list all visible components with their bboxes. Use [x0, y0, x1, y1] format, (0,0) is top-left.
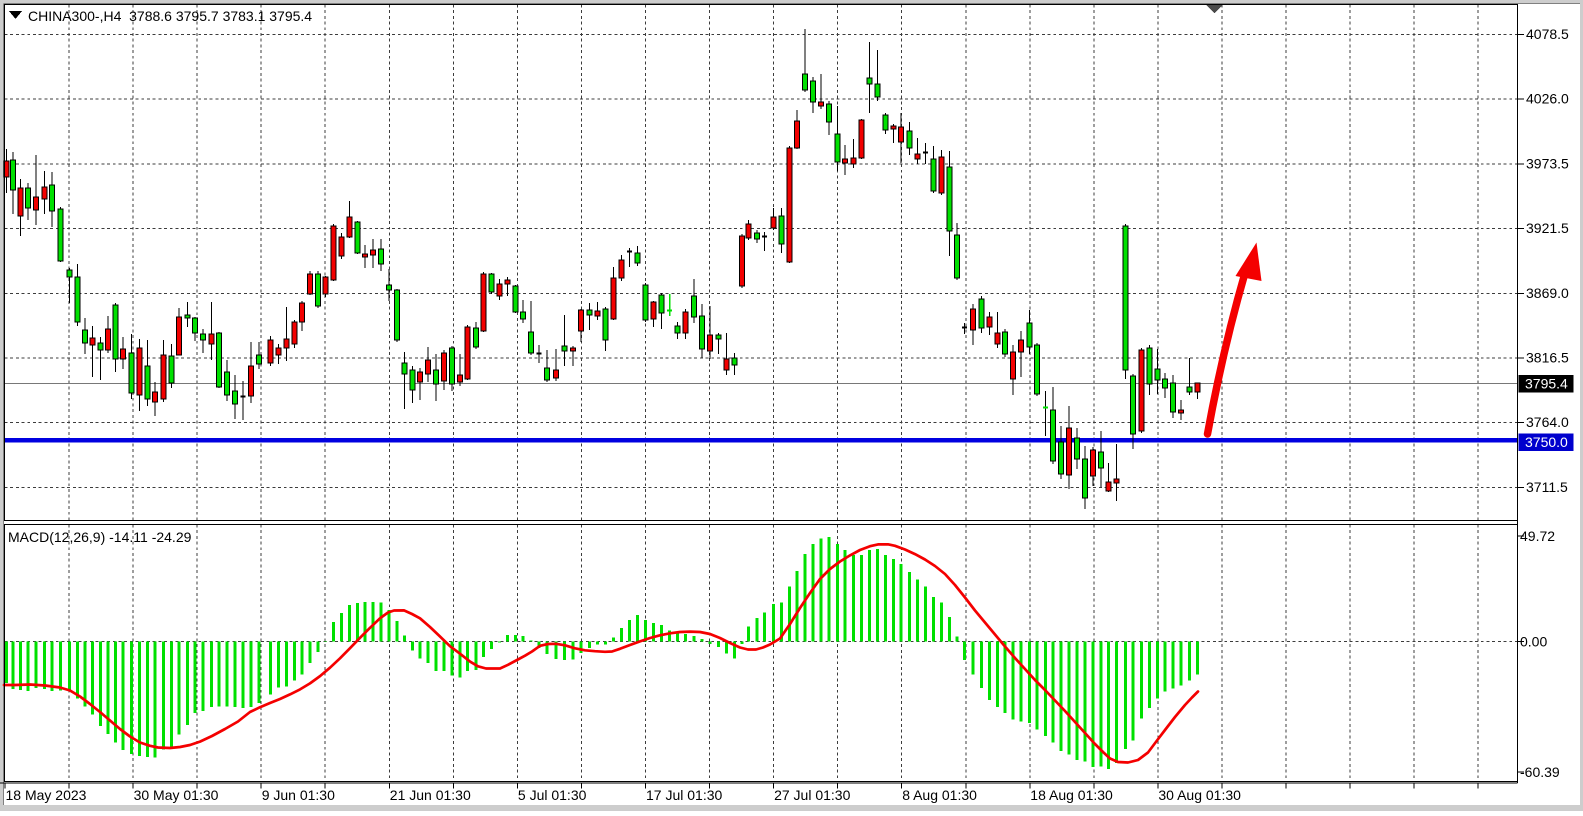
svg-text:27 Jul 01:30: 27 Jul 01:30: [774, 787, 850, 803]
svg-text:5 Jul 01:30: 5 Jul 01:30: [518, 787, 587, 803]
svg-text:0.00: 0.00: [1520, 634, 1547, 650]
svg-text:3816.5: 3816.5: [1526, 350, 1569, 366]
svg-text:18 Aug 01:30: 18 Aug 01:30: [1030, 787, 1113, 803]
svg-text:-60.39: -60.39: [1520, 764, 1560, 780]
svg-text:18 May 2023: 18 May 2023: [6, 787, 87, 803]
svg-text:3973.5: 3973.5: [1526, 155, 1569, 171]
svg-text:8 Aug 01:30: 8 Aug 01:30: [902, 787, 977, 803]
svg-text:3921.5: 3921.5: [1526, 220, 1569, 236]
svg-text:17 Jul 01:30: 17 Jul 01:30: [646, 787, 722, 803]
svg-text:4078.5: 4078.5: [1526, 26, 1569, 42]
svg-text:3750.0: 3750.0: [1525, 434, 1568, 450]
svg-text:30 May 01:30: 30 May 01:30: [134, 787, 219, 803]
svg-text:49.72: 49.72: [1520, 528, 1555, 544]
svg-text:CHINA300-,H4 3788.6 3795.7 37: CHINA300-,H4 3788.6 3795.7 3783.1 3795.4: [28, 8, 312, 24]
svg-text:9 Jun 01:30: 9 Jun 01:30: [262, 787, 335, 803]
svg-text:4026.0: 4026.0: [1526, 91, 1569, 107]
svg-text:MACD(12,26,9) -14.11 -24.29: MACD(12,26,9) -14.11 -24.29: [8, 529, 192, 545]
svg-text:3711.5: 3711.5: [1526, 479, 1568, 495]
svg-text:21 Jun 01:30: 21 Jun 01:30: [390, 787, 471, 803]
svg-text:30 Aug 01:30: 30 Aug 01:30: [1158, 787, 1241, 803]
svg-text:3795.4: 3795.4: [1525, 376, 1568, 392]
svg-text:3869.0: 3869.0: [1526, 285, 1569, 301]
svg-text:3764.0: 3764.0: [1526, 414, 1569, 430]
